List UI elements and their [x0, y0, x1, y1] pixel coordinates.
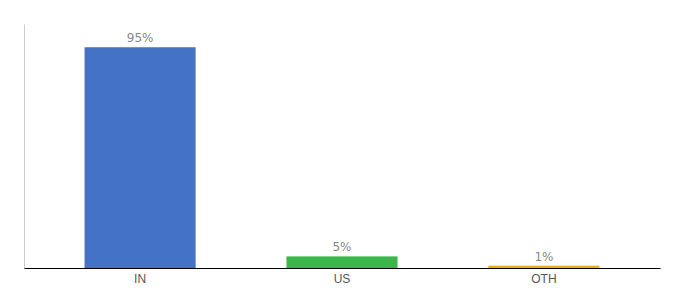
data-label: 5%: [332, 240, 351, 254]
data-labels: 95% 5% 1%: [127, 31, 554, 263]
x-tick-label: US: [334, 272, 351, 286]
plot: IN US OTH 95% 5% 1%: [25, 25, 661, 286]
data-label: 1%: [534, 250, 553, 264]
x-tick-label: IN: [134, 272, 146, 286]
x-axis: IN US OTH: [25, 269, 661, 286]
x-tick: IN: [134, 272, 146, 286]
bar: [488, 266, 599, 268]
bar: [286, 256, 397, 268]
x-tick-label: OTH: [531, 272, 556, 286]
bars: [85, 47, 600, 268]
data-label: 95%: [127, 31, 154, 45]
y-axis: [24, 25, 25, 269]
x-tick: US: [334, 272, 351, 286]
x-axis-line: [25, 268, 661, 269]
x-tick: OTH: [531, 272, 556, 286]
chart: IN US OTH 95% 5% 1%: [0, 0, 680, 300]
y-axis-line: [24, 25, 25, 269]
bar: [85, 47, 196, 268]
